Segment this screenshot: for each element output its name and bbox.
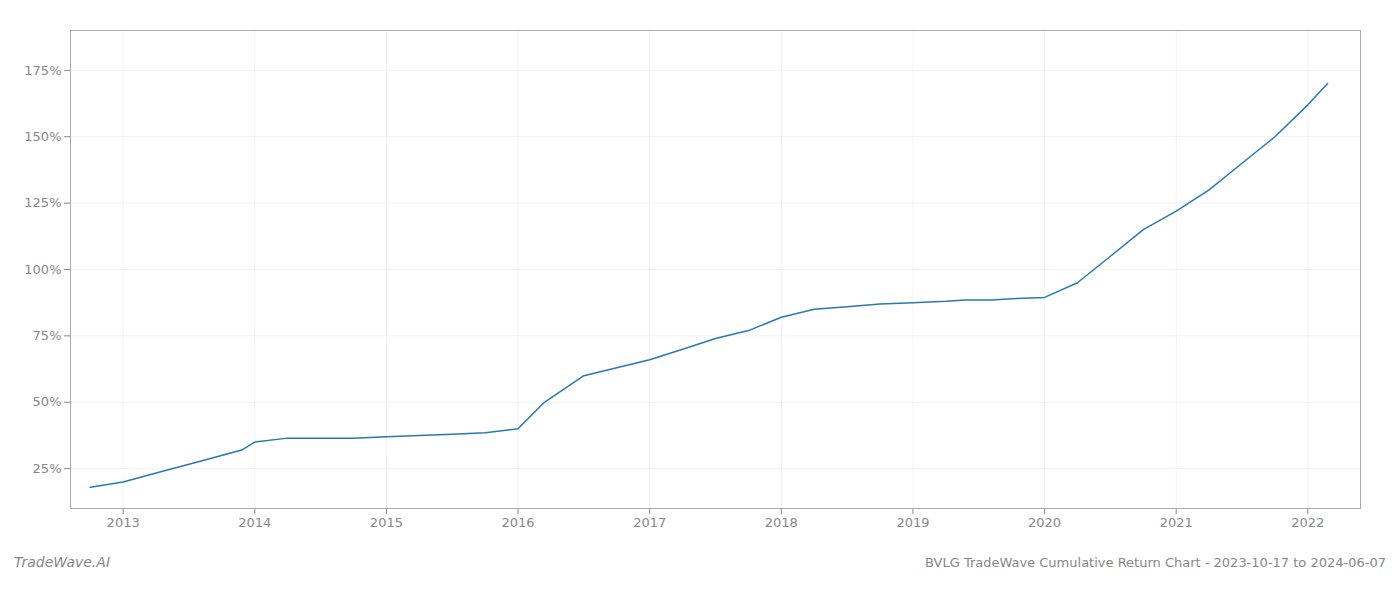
svg-text:2021: 2021 (1160, 515, 1193, 530)
svg-text:25%: 25% (33, 461, 62, 476)
svg-text:125%: 125% (24, 195, 61, 210)
svg-text:150%: 150% (24, 129, 61, 144)
svg-text:2015: 2015 (370, 515, 403, 530)
svg-text:50%: 50% (33, 394, 62, 409)
svg-text:100%: 100% (24, 262, 61, 277)
html-text:BVLG TradeWave Cumulative Retu: BVLG TradeWave Cumulative Return Chart -… (925, 555, 1386, 570)
svg-text:2020: 2020 (1028, 515, 1061, 530)
svg-text:2013: 2013 (107, 515, 140, 530)
svg-text:2017: 2017 (633, 515, 666, 530)
svg-text:2016: 2016 (502, 515, 535, 530)
svg-text:2018: 2018 (765, 515, 798, 530)
svg-text:2022: 2022 (1291, 515, 1324, 530)
svg-text:75%: 75% (33, 328, 62, 343)
svg-text:2014: 2014 (238, 515, 271, 530)
svg-text:2019: 2019 (896, 515, 929, 530)
html-text:TradeWave.AI: TradeWave.AI (14, 554, 110, 570)
svg-text:175%: 175% (24, 62, 61, 77)
